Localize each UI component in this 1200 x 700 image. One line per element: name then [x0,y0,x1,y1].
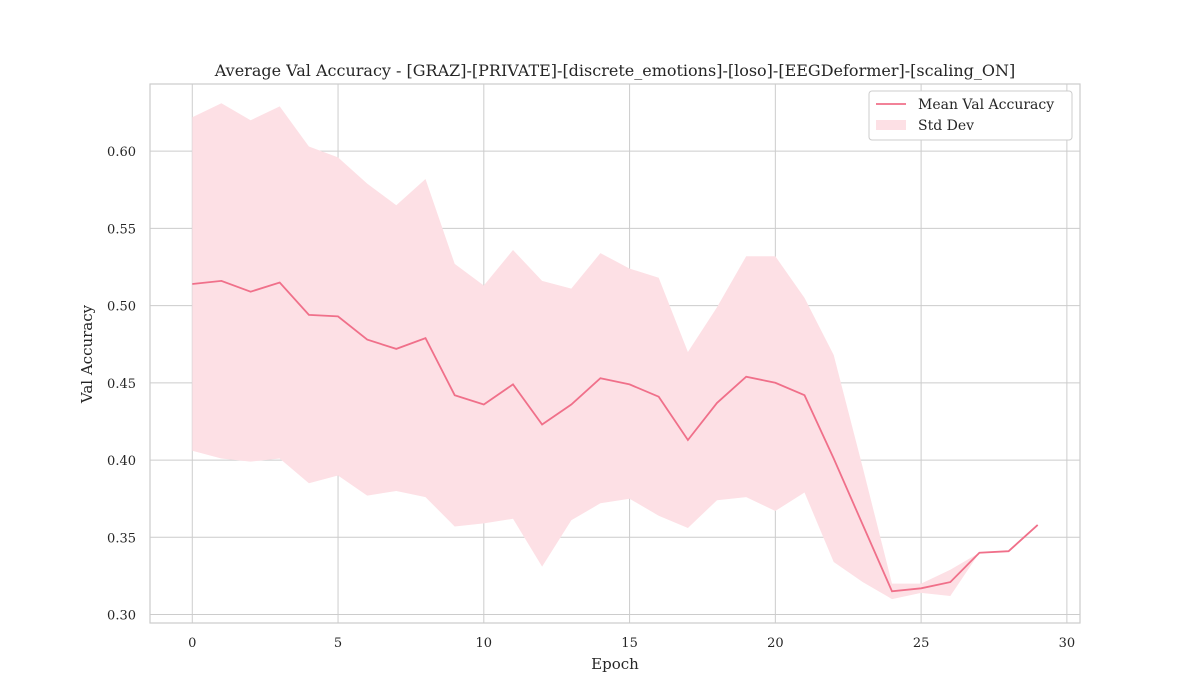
y-tick-label: 0.30 [107,609,136,624]
x-axis-label: Epoch [591,655,639,673]
x-tick-label: 15 [621,636,638,651]
x-tick-label: 5 [334,636,342,651]
y-tick-label: 0.35 [107,531,136,546]
x-axis-ticks: 0 5 10 15 20 25 30 [188,636,1075,651]
legend-entry-std-dev: Std Dev [918,118,974,134]
y-axis-label: Val Accuracy [78,304,96,404]
y-axis-ticks: 0.30 0.35 0.40 0.45 0.50 0.55 0.60 [107,145,136,623]
chart-title: Average Val Accuracy - [GRAZ]-[PRIVATE]-… [214,61,1016,80]
y-tick-label: 0.40 [107,454,136,469]
legend-entry-mean: Mean Val Accuracy [918,97,1054,113]
x-tick-label: 10 [476,636,493,651]
y-tick-label: 0.45 [107,377,136,392]
x-tick-label: 20 [767,636,784,651]
x-tick-label: 25 [913,636,930,651]
std-dev-band [192,103,1038,600]
legend-box [868,90,1073,141]
legend-band-swatch [876,120,906,130]
x-tick-label: 0 [188,636,196,651]
y-tick-label: 0.60 [107,145,136,160]
plot-area-frame [149,83,1081,624]
x-tick-label: 30 [1059,636,1076,651]
y-tick-label: 0.55 [107,222,136,237]
y-tick-label: 0.50 [107,300,136,315]
mean-val-accuracy-line [192,279,1039,593]
legend: Mean Val Accuracy Std Dev [868,90,1073,141]
